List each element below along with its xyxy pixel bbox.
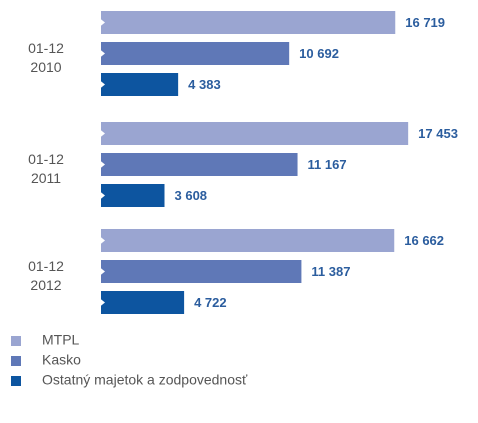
value-label: 17 453 [418, 126, 458, 141]
bar-notch [100, 298, 105, 307]
bar [101, 42, 290, 65]
bar-notch [100, 236, 105, 245]
value-label: 4 383 [188, 77, 221, 92]
bar-notch [100, 160, 105, 169]
bar-notch [100, 129, 105, 138]
bar-notch [100, 49, 105, 58]
bar-notch [100, 80, 105, 89]
legend-swatch [11, 356, 21, 366]
bar [101, 153, 298, 176]
legend-label: Kasko [42, 352, 81, 368]
bar-notch [100, 267, 105, 276]
bar [101, 122, 409, 145]
category-label: 01-12 2012 [28, 258, 64, 293]
bar [101, 260, 302, 283]
value-label: 16 719 [405, 15, 445, 30]
legend-swatch [11, 376, 21, 386]
value-label: 16 662 [404, 233, 444, 248]
category-label: 01-12 2011 [28, 151, 64, 186]
bar-notch [100, 191, 105, 200]
bar [101, 229, 395, 252]
value-label: 10 692 [299, 46, 339, 61]
bar-notch [100, 18, 105, 27]
bar [101, 11, 396, 34]
value-label: 11 387 [311, 264, 350, 279]
legend-label: Ostatný majetok a zodpovednosť [42, 372, 248, 388]
legend-label: MTPL [42, 332, 80, 348]
value-label: 11 167 [308, 157, 347, 172]
bar [101, 73, 179, 96]
bar [101, 184, 165, 207]
bar [101, 291, 185, 314]
value-label: 4 722 [194, 295, 227, 310]
category-label: 01-12 2010 [28, 40, 64, 75]
legend-swatch [11, 336, 21, 346]
value-label: 3 608 [175, 188, 208, 203]
